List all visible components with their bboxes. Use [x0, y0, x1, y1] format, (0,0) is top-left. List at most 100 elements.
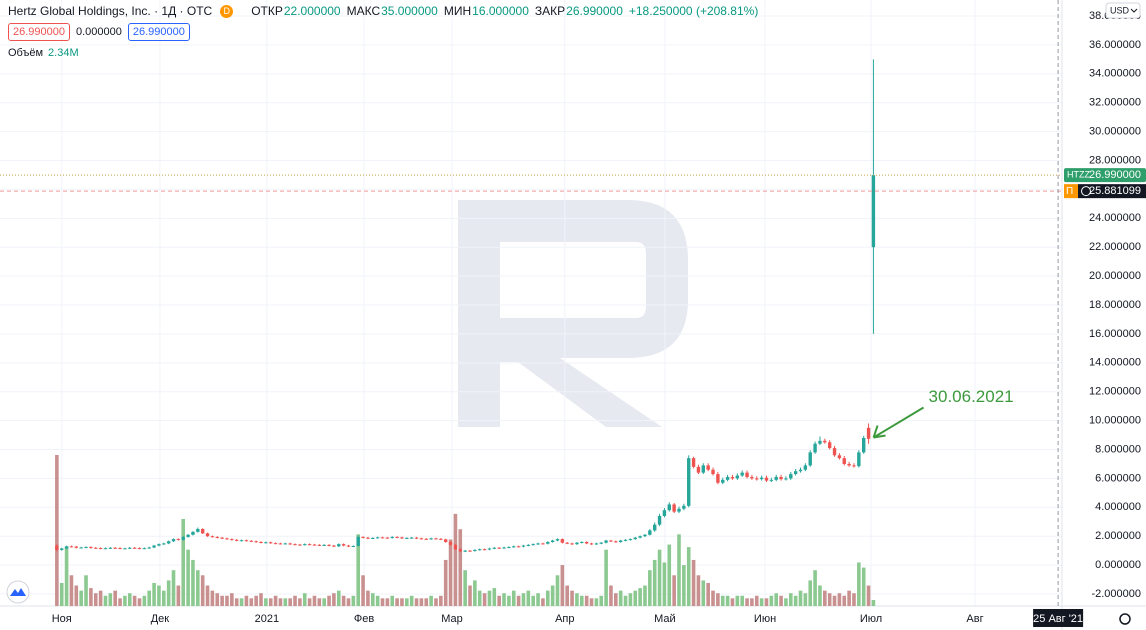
volume-bar — [813, 570, 817, 606]
currency-label[interactable]: USD — [1110, 5, 1130, 15]
x-tick-label: Авг — [966, 613, 983, 625]
volume-bar — [191, 559, 195, 606]
watermark — [458, 200, 688, 427]
crosshair-label: 25 Авг '21 — [1033, 613, 1083, 625]
candle-body — [98, 548, 103, 550]
candle-body — [171, 539, 176, 542]
candle-body — [575, 542, 579, 545]
volume-bar — [225, 595, 229, 606]
volume-bar — [667, 544, 672, 606]
candle-body — [74, 546, 79, 548]
volume-bar — [604, 549, 608, 606]
sell-button[interactable]: 26.990000 — [8, 23, 70, 41]
candle-body — [293, 544, 297, 546]
candle-body — [249, 540, 253, 542]
volume-bar — [857, 562, 861, 606]
low-value: 16.000000 — [472, 4, 529, 18]
candle-body — [60, 548, 64, 550]
volume-bar — [157, 585, 161, 606]
candle-body — [779, 476, 783, 480]
candle-body — [341, 544, 346, 546]
grid — [0, 0, 1062, 606]
volume-bar — [652, 559, 657, 606]
candle-body — [186, 534, 190, 537]
volume-bar — [691, 559, 696, 606]
volume-bar — [103, 595, 108, 606]
candle-body — [225, 538, 229, 540]
candle-body — [181, 536, 185, 540]
volume-bar — [730, 598, 735, 606]
volume-bar — [842, 595, 847, 606]
candle-body — [827, 442, 832, 449]
y-tick-label: 12.000000 — [1089, 386, 1141, 398]
candle-body — [682, 505, 686, 509]
volume-bar — [161, 590, 166, 606]
candle-body — [205, 533, 210, 537]
x-tick-label: Мар — [441, 613, 463, 625]
volume-bar — [686, 547, 691, 606]
candle-body — [774, 476, 778, 480]
volume-bar — [322, 598, 326, 606]
candle-body — [492, 547, 497, 549]
avg-tag — [1078, 184, 1146, 199]
candle-body — [648, 530, 652, 535]
candle-body — [803, 465, 808, 470]
buy-button[interactable]: 26.990000 — [127, 23, 190, 41]
candle-body — [516, 546, 521, 548]
volume-bar — [424, 598, 429, 606]
volume-bar — [662, 562, 667, 606]
volume-bar — [79, 590, 83, 606]
candle-body — [550, 540, 555, 542]
volume-bar — [745, 598, 749, 606]
volume-bar — [550, 585, 555, 606]
volume-bar — [682, 565, 686, 606]
settings-button[interactable] — [1119, 613, 1131, 625]
volume-bar — [754, 595, 759, 606]
candle-body — [424, 538, 428, 540]
volume-bar — [492, 588, 497, 606]
x-tick-label: Дек — [151, 613, 170, 625]
candle-body — [487, 548, 492, 550]
volume-bar — [64, 547, 69, 606]
volume-bar — [108, 593, 113, 606]
candle-body — [419, 538, 424, 540]
volume-bar — [220, 595, 224, 606]
volume-bar — [827, 593, 832, 606]
volume-bar — [779, 595, 783, 606]
volume-bar — [288, 598, 292, 606]
volume-bar — [609, 585, 613, 606]
candle-body — [108, 547, 113, 549]
volume-bar — [638, 588, 642, 606]
volume-bar — [871, 600, 876, 606]
y-tick-label: 28.000000 — [1089, 154, 1141, 166]
candle-body — [283, 543, 288, 545]
volume-bar — [502, 593, 506, 606]
candle-body — [706, 465, 710, 470]
candle-body — [687, 458, 691, 506]
volume-bar — [254, 595, 258, 606]
currency-button[interactable] — [1105, 2, 1141, 19]
volume-label: Объём — [8, 47, 44, 59]
candle-body — [628, 539, 633, 541]
legend: Hertz Global Holdings, Inc. · 1Д · OTC D… — [8, 3, 764, 61]
candle-body — [434, 538, 438, 540]
logo-circle[interactable] — [6, 580, 30, 604]
volume-bar — [720, 595, 725, 606]
volume-bar — [278, 598, 283, 606]
annotation-arrow — [873, 406, 925, 439]
volume-bar — [648, 570, 652, 606]
volume-bar — [750, 598, 754, 606]
y-tick-label: 4.000000 — [1095, 501, 1141, 513]
candle-body — [764, 477, 769, 481]
x-tick-label: Июн — [754, 613, 776, 625]
volume-bar — [370, 593, 375, 606]
candle-body — [312, 544, 317, 546]
candle-body — [482, 549, 487, 551]
volume-bar — [565, 585, 570, 606]
logo-button[interactable] — [6, 580, 30, 604]
candle-body — [759, 477, 764, 480]
candle-body — [322, 544, 326, 546]
gear-icon[interactable] — [1119, 613, 1131, 625]
volume-bar — [468, 585, 472, 606]
volume-bar — [482, 593, 487, 606]
